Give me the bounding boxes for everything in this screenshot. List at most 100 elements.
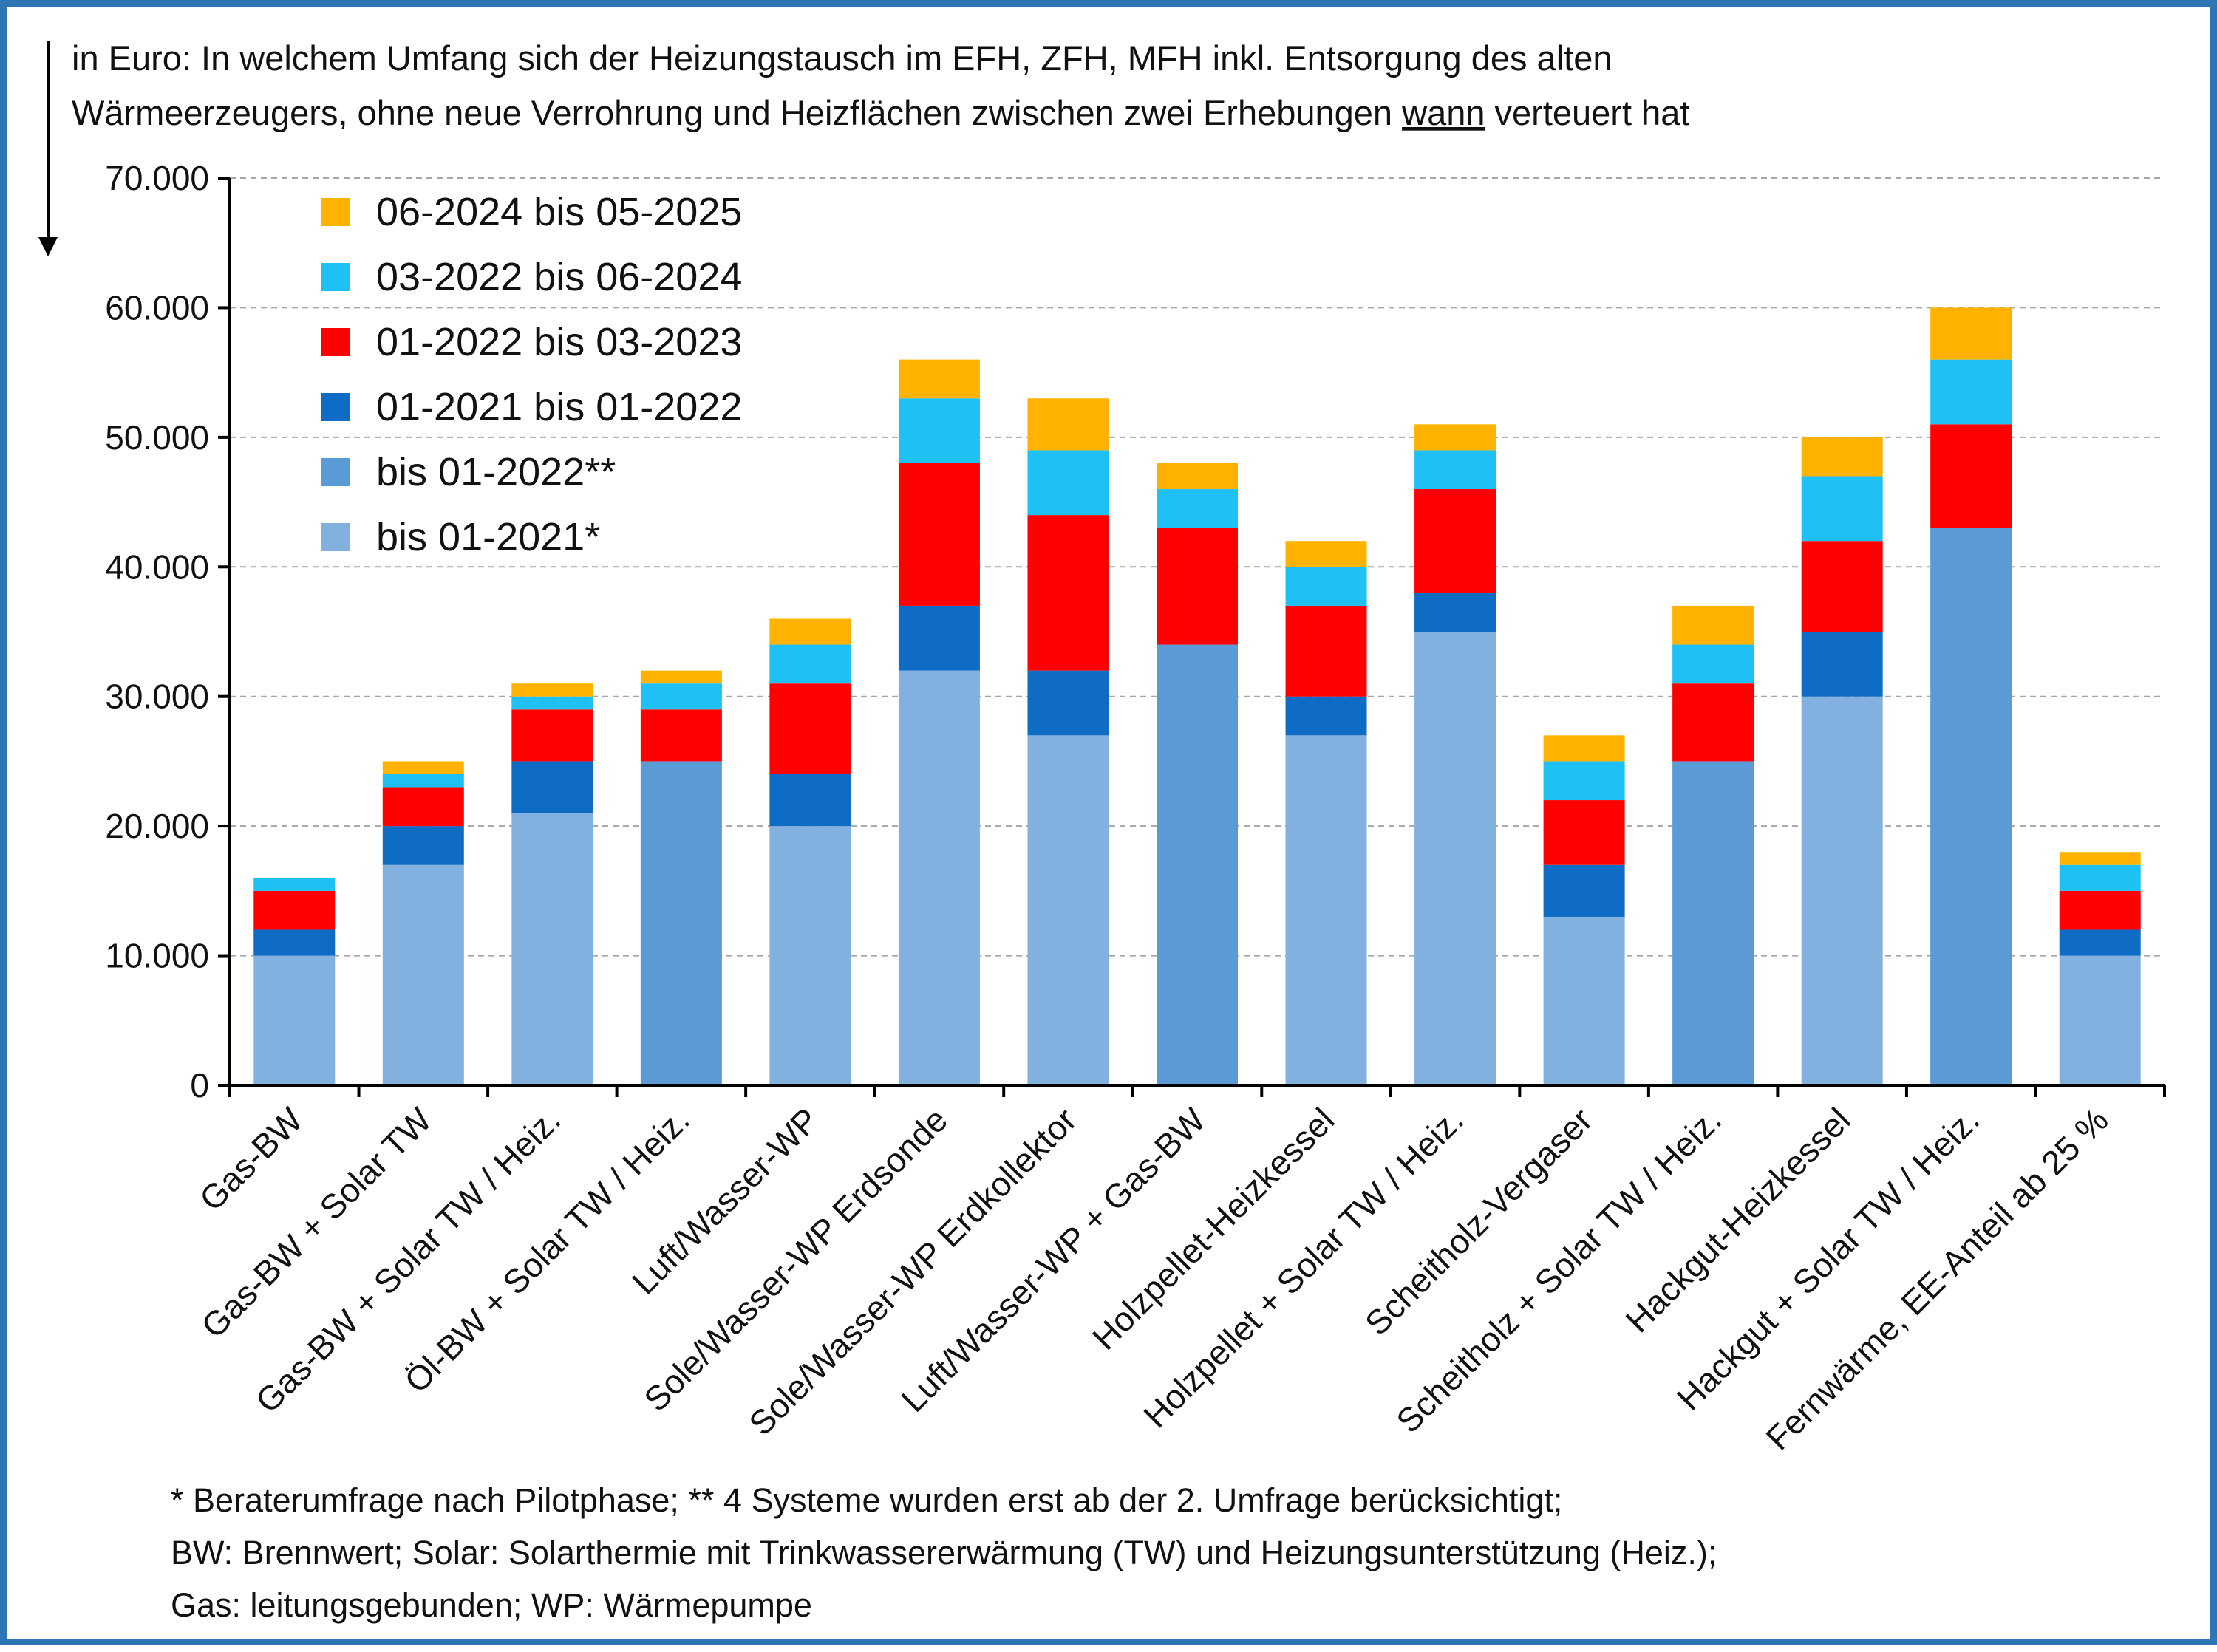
bar-segment (253, 929, 336, 956)
bar-segment (1801, 476, 1883, 542)
footnote-line-2: BW: Brennwert; Solar: Solarthermie mit T… (171, 1534, 1717, 1571)
y-tick-label: 0 (190, 1066, 209, 1105)
bar-segment (1027, 735, 1109, 1085)
legend-swatch (321, 458, 350, 486)
x-tick-label: Scheitholz-Vergaser (1358, 1100, 1600, 1342)
y-tick-label: 20.000 (105, 807, 209, 845)
bar-segment (1285, 735, 1367, 1085)
bar-segment (2059, 852, 2141, 865)
bar-segment (640, 683, 722, 710)
bar-segment (382, 787, 464, 827)
y-tick-labels: 0 10.000 20.000 30.000 40.000 50.000 60.000 70.… (105, 159, 209, 1105)
bar-segment (2059, 864, 2141, 891)
chart-title-line-2-part-2: verteuert hat (1485, 93, 1689, 132)
legend-swatch (321, 328, 350, 356)
bar-segment (511, 761, 593, 813)
bar-segment (382, 761, 464, 774)
bar-segment (769, 826, 851, 1085)
bar-segment (1414, 593, 1496, 632)
bar-segment (1414, 489, 1496, 593)
bar-segment (511, 709, 593, 762)
bar-segment (1930, 424, 2012, 528)
legend: 06-2024 bis 05-2025 03-2022 bis 06-2024 01… (321, 190, 742, 559)
bar-segment (1414, 632, 1496, 1085)
legend-swatch (321, 263, 350, 291)
bar-segment (1930, 359, 2012, 425)
bar-segment (769, 644, 851, 684)
y-tick-label: 10.000 (105, 937, 209, 975)
x-tick-label: Gas-BW + Solar TW (194, 1100, 439, 1345)
bar-segment (1027, 450, 1109, 516)
bar-segment (1285, 696, 1367, 736)
bar-segment (1543, 864, 1625, 917)
footnote-line-3: Gas: leitungsgebunden; WP: Wärmepumpe (171, 1586, 812, 1624)
bar-segment (1930, 307, 2012, 360)
bar-segment (1543, 800, 1625, 865)
chart-title-line-2: Wärmeerzeugers, ohne neue Verrohrung und… (72, 93, 1689, 132)
bar-segment (1414, 424, 1496, 451)
y-tick-label: 60.000 (105, 288, 209, 327)
bar-segment (2059, 890, 2141, 930)
chart-title-underlined-word: wann (1401, 93, 1485, 132)
bar-segment (1157, 644, 1238, 1085)
bar-segment (1157, 489, 1238, 528)
legend-label: 01-2022 bis 03-2023 (376, 320, 742, 364)
y-tick-label: 70.000 (105, 159, 209, 197)
bar-segment (640, 670, 722, 684)
bar-segment (253, 890, 336, 930)
bars (253, 307, 2141, 1085)
bar-segment (382, 826, 464, 865)
legend-label: 06-2024 bis 05-2025 (376, 190, 742, 234)
down-arrow-icon (38, 41, 58, 256)
bar-segment (253, 878, 336, 891)
bar-segment (769, 683, 851, 774)
bar-segment (382, 864, 464, 1085)
bar-segment (511, 683, 593, 697)
bar-segment (898, 463, 980, 606)
bar-segment (1672, 605, 1754, 645)
bar-segment (1285, 541, 1367, 567)
bar-segment (1672, 761, 1754, 1085)
bar-segment (640, 761, 722, 1085)
legend-label: 03-2022 bis 06-2024 (376, 255, 742, 299)
bar-segment (511, 813, 593, 1085)
bar-segment (1672, 683, 1754, 762)
bar-segment (769, 774, 851, 827)
bar-segment (1285, 605, 1367, 697)
legend-label: 01-2021 bis 01-2022 (376, 385, 742, 429)
chart-title-line-1: in Euro: In welchem Umfang sich der Heiz… (72, 38, 1612, 78)
y-tick-label: 50.000 (105, 418, 209, 457)
stacked-bar-chart: in Euro: In welchem Umfang sich der Heiz… (38, 38, 2166, 1624)
bar-segment (1930, 528, 2012, 1085)
y-tick-label: 40.000 (105, 547, 209, 586)
axes (218, 177, 2166, 1097)
bar-segment (1543, 761, 1625, 801)
bar-segment (1027, 515, 1109, 671)
bar-segment (1285, 567, 1367, 606)
bar-segment (898, 670, 980, 1085)
bar-segment (1672, 644, 1754, 684)
bar-segment (769, 618, 851, 645)
bar-segment (2059, 955, 2141, 1085)
bar-segment (898, 398, 980, 463)
legend-label: bis 01-2022** (376, 450, 616, 494)
y-tick-label: 30.000 (105, 677, 209, 716)
bar-segment (898, 605, 980, 671)
bar-segment (1157, 463, 1238, 490)
bar-segment (1801, 632, 1883, 697)
bar-segment (382, 774, 464, 788)
legend-label: bis 01-2021* (376, 515, 600, 559)
bar-segment (1027, 670, 1109, 736)
bar-segment (1157, 528, 1238, 645)
bar-segment (1027, 398, 1109, 451)
bar-segment (2059, 929, 2141, 956)
x-tick-label: Holzpellet-Heizkessel (1085, 1100, 1342, 1357)
bar-segment (1414, 450, 1496, 490)
legend-swatch (321, 198, 350, 226)
bar-segment (511, 696, 593, 710)
chart-title-line-2-part-1: Wärmeerzeugers, ohne neue Verrohrung und… (72, 93, 1402, 132)
legend-swatch (321, 393, 350, 421)
footnote-line-1: * Beraterumfrage nach Pilotphase; ** 4 S… (171, 1481, 1562, 1519)
